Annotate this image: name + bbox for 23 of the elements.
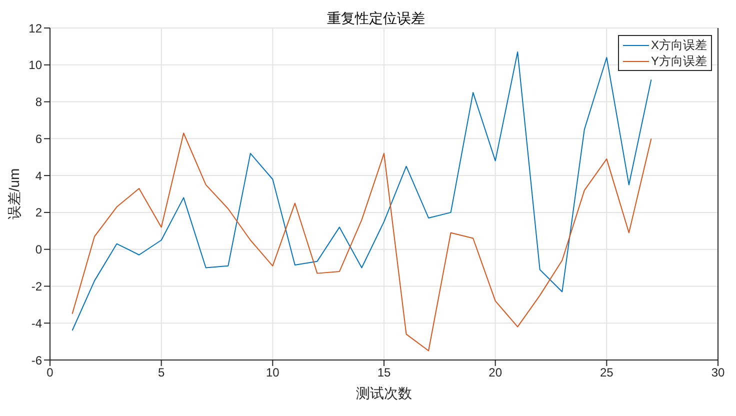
x-tick-label: 15 <box>377 366 391 380</box>
y-tick-label: 6 <box>35 132 42 146</box>
x-tick-label: 10 <box>266 366 280 380</box>
y-tick-label: -2 <box>31 279 42 294</box>
legend-label: Y方向误差 <box>650 53 707 69</box>
line-series <box>72 51 652 331</box>
x-tick-label: 20 <box>488 366 502 380</box>
y-tick-label: 4 <box>35 168 42 183</box>
x-tick-label: 25 <box>600 366 614 380</box>
y-tick-label: 8 <box>35 95 42 110</box>
y-tick-label: 10 <box>28 58 42 72</box>
chart-title: 重复性定位误差 <box>327 11 425 27</box>
line-series <box>72 132 652 352</box>
y-tick-label: 0 <box>35 242 42 257</box>
y-tick-label: -6 <box>31 353 42 368</box>
x-tick-label: 30 <box>711 366 725 380</box>
y-tick-label: 2 <box>35 206 42 220</box>
y-tick-label: -4 <box>31 316 42 330</box>
legend-label: X方向误差 <box>650 37 707 53</box>
x-tick-label: 0 <box>46 366 54 380</box>
x-tick-label: 5 <box>158 366 165 380</box>
y-tick-label: 12 <box>28 21 42 36</box>
x-axis-title: 测试次数 <box>356 385 412 401</box>
